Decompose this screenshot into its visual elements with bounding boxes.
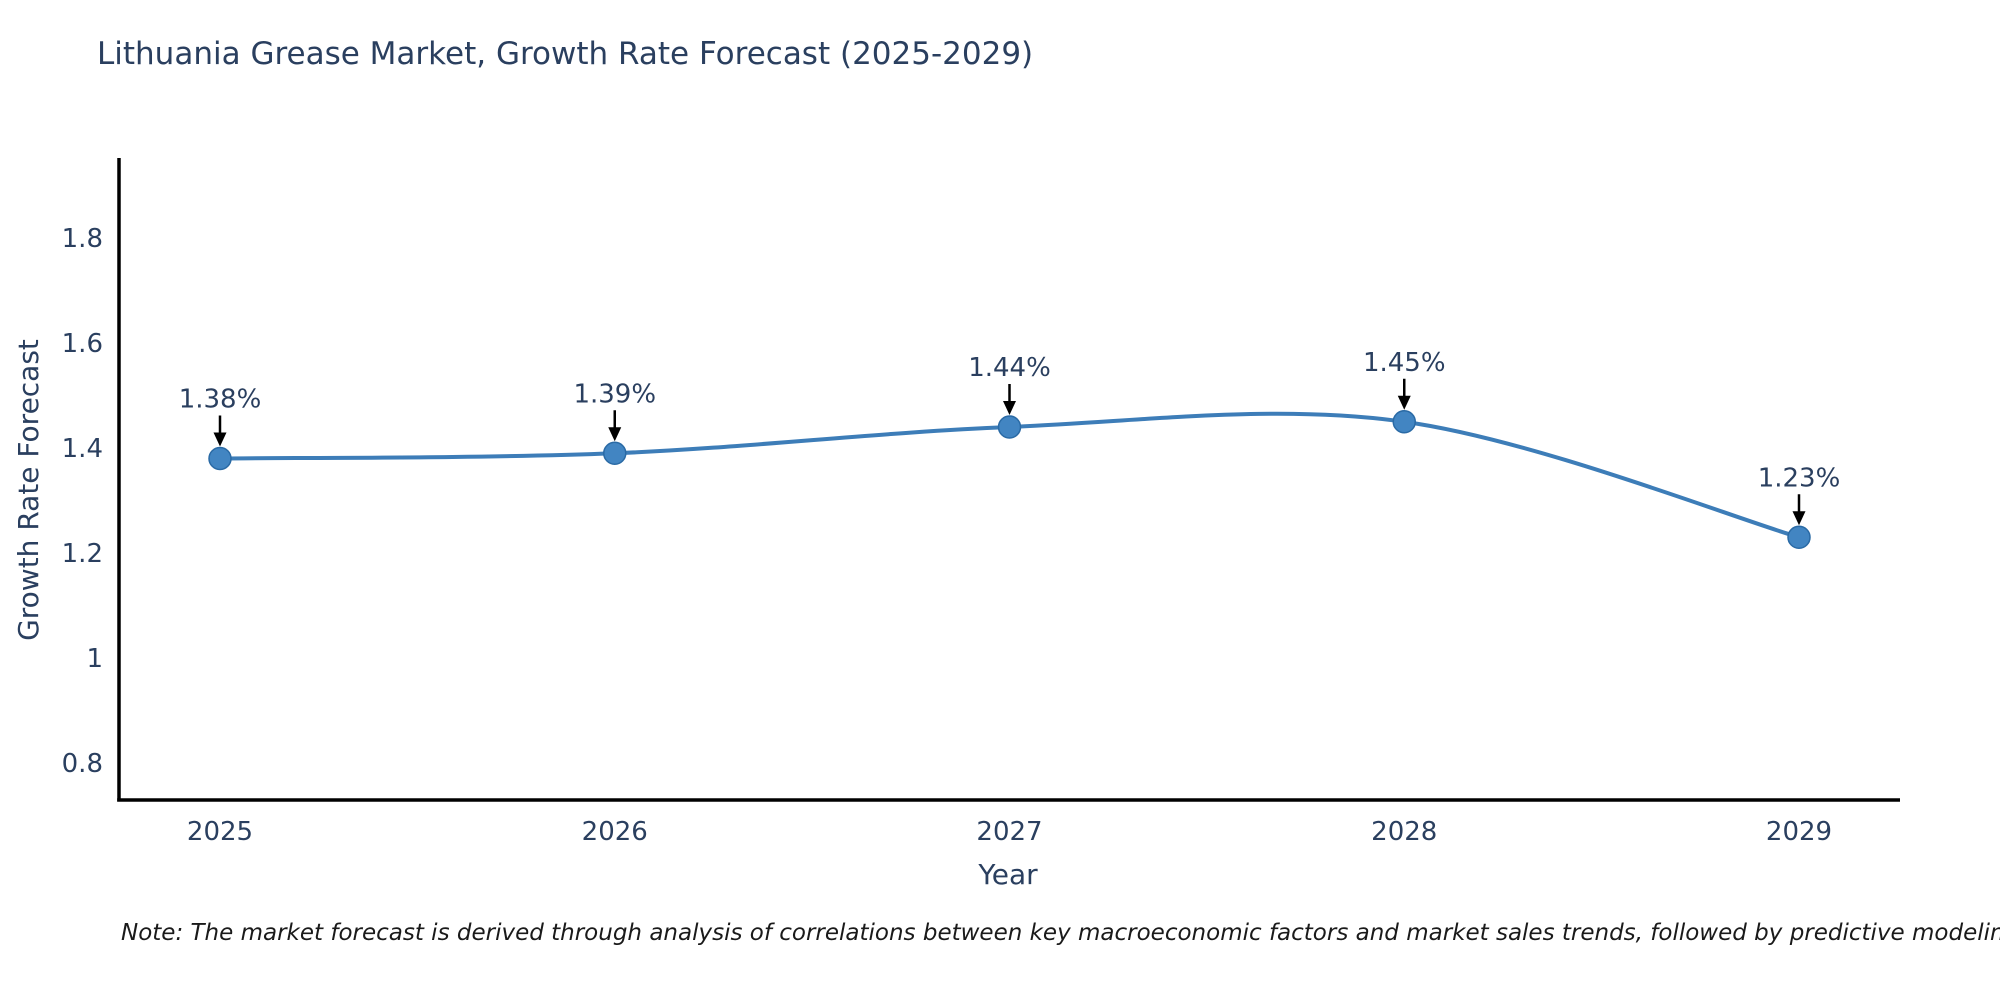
x-axis-title: Year — [977, 858, 1038, 891]
x-tick-label: 2026 — [582, 817, 648, 847]
data-point-2027 — [997, 415, 1022, 439]
data-point-2029 — [1787, 525, 1811, 549]
data-point-2028 — [1392, 410, 1416, 434]
x-tick-label: 2025 — [187, 817, 253, 847]
point-annotations: 1.38% 1.39% 1.44% 1.45% 1.23% — [179, 348, 1841, 526]
y-tick-label: 1.4 — [62, 434, 103, 464]
annotation-arrow-head — [1003, 401, 1016, 415]
data-point-2025 — [208, 446, 232, 471]
annotation-arrow-head — [1792, 511, 1806, 526]
footnote: Note: The market forecast is derived thr… — [121, 920, 2000, 946]
point-value-label: 1.23% — [1758, 463, 1841, 493]
x-tick-labels: 2025 2026 2027 2028 2029 — [187, 817, 1832, 847]
x-tick-label: 2027 — [976, 817, 1042, 847]
x-tick-label: 2029 — [1766, 817, 1832, 847]
y-tick-label: 1.2 — [62, 539, 103, 569]
annotation-arrow-head — [608, 427, 622, 442]
y-tick-labels: 0.8 1 1.2 1.4 1.6 1.8 — [62, 224, 103, 779]
annotation-arrow-head — [213, 432, 227, 447]
x-tick-label: 2028 — [1371, 817, 1437, 847]
y-axis-title: Growth Rate Forecast — [12, 339, 45, 641]
point-value-label: 1.45% — [1363, 348, 1446, 378]
point-value-label: 1.38% — [179, 385, 262, 415]
point-value-label: 1.44% — [968, 353, 1051, 383]
data-point-markers — [208, 410, 1811, 549]
y-tick-label: 1.8 — [62, 224, 103, 254]
y-tick-label: 0.8 — [62, 749, 103, 779]
y-tick-label: 1.6 — [62, 329, 103, 359]
point-value-label: 1.39% — [573, 379, 656, 409]
chart-title: Lithuania Grease Market, Growth Rate For… — [97, 36, 1034, 72]
y-tick-label: 1 — [86, 644, 103, 674]
annotation-arrow-head — [1397, 395, 1411, 410]
data-point-2026 — [603, 441, 627, 465]
